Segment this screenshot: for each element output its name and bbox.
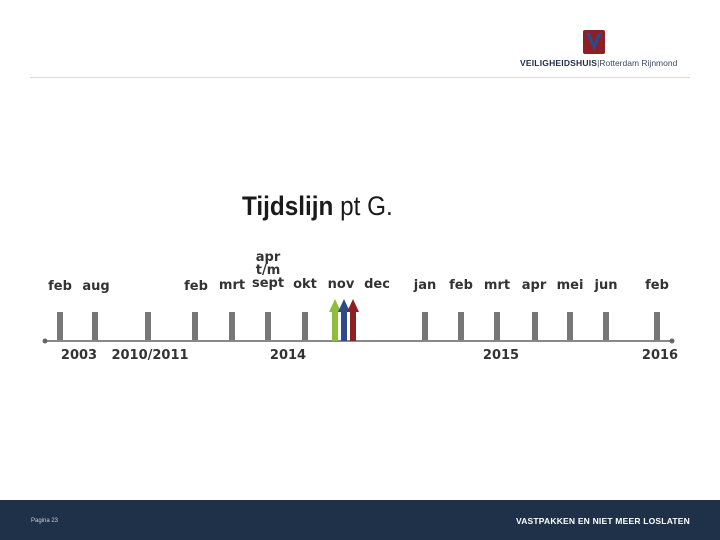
timeline-tick: [192, 312, 198, 340]
page-number: Pagina 23: [31, 518, 59, 524]
slide-title: Tijdslijn pt G.: [242, 191, 393, 222]
timeline-tick: [422, 312, 428, 340]
month-label: mrt: [219, 278, 245, 293]
month-label: feb: [184, 279, 208, 294]
timeline-start-dot: [42, 338, 48, 344]
month-label: feb: [645, 278, 669, 293]
timeline-tick: [229, 312, 235, 340]
month-label: mei: [557, 278, 584, 293]
month-label: apr: [522, 278, 547, 293]
shield-logo-icon: [583, 30, 605, 54]
month-label: jan: [413, 278, 436, 293]
timeline-tick: [302, 312, 308, 340]
month-label: jun: [594, 278, 618, 293]
month-label: t/m: [256, 263, 281, 278]
timeline-end-dot: [669, 338, 675, 344]
month-label: okt: [293, 277, 317, 292]
year-label: 2010/2011: [111, 348, 188, 363]
month-label: feb: [48, 279, 72, 294]
month-label: sept: [252, 276, 284, 291]
footer-slogan: VASTPAKKEN EN NIET MEER LOSLATEN: [515, 516, 690, 526]
logo-text: VEILIGHEIDSHUIS|Rotterdam Rijnmond: [520, 58, 677, 68]
month-label: feb: [449, 278, 473, 293]
year-label: 2014: [270, 348, 306, 363]
title-main: Tijdslijn: [242, 191, 334, 221]
year-label: 2015: [483, 348, 519, 363]
timeline-tick: [654, 312, 660, 340]
year-label: 2003: [61, 348, 97, 363]
title-rest: pt G.: [340, 191, 393, 221]
timeline-tick: [145, 312, 151, 340]
footer: Pagina 23 VASTPAKKEN EN NIET MEER LOSLAT…: [0, 500, 720, 540]
timeline-arrow: [329, 299, 341, 341]
timeline-tick: [603, 312, 609, 340]
timeline-tick: [532, 312, 538, 340]
timeline-tick: [458, 312, 464, 340]
timeline-tick: [567, 312, 573, 340]
month-label: dec: [364, 277, 390, 292]
timeline-tick: [265, 312, 271, 340]
timeline-arrow: [338, 299, 350, 341]
year-label: 2016: [642, 348, 678, 363]
logo-light-text: |Rotterdam Rijnmond: [597, 58, 678, 68]
month-label: aug: [82, 279, 109, 294]
timeline-tick: [494, 312, 500, 340]
month-label: apr: [256, 250, 281, 265]
timeline-tick: [57, 312, 63, 340]
timeline-tick: [92, 312, 98, 340]
logo: VEILIGHEIDSHUIS|Rotterdam Rijnmond: [520, 30, 695, 70]
header-divider: [30, 77, 690, 78]
month-label: nov: [328, 277, 355, 292]
month-label: mrt: [484, 278, 510, 293]
logo-bold-text: VEILIGHEIDSHUIS: [520, 58, 598, 68]
timeline-arrow: [347, 299, 359, 341]
